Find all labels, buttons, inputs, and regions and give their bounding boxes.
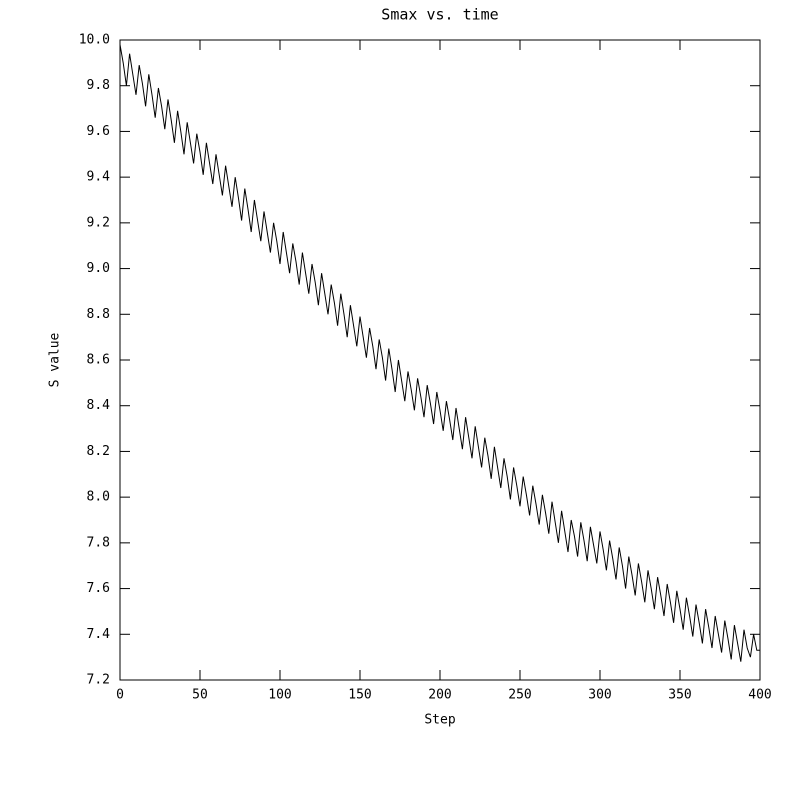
y-tick-label: 8.0 — [87, 490, 110, 505]
x-axis-label: Step — [424, 713, 455, 728]
y-axis-label: S value — [48, 332, 63, 387]
x-tick-label: 50 — [192, 688, 208, 703]
y-tick-label: 8.4 — [87, 398, 111, 413]
y-tick-label: 10.0 — [79, 33, 110, 48]
x-tick-label: 400 — [748, 688, 771, 703]
y-tick-label: 7.4 — [87, 627, 111, 642]
y-tick-label: 9.4 — [87, 170, 111, 185]
data-line — [119, 44, 760, 662]
x-tick-label: 150 — [348, 688, 371, 703]
y-tick-label: 8.2 — [87, 444, 110, 459]
x-tick-label: 350 — [668, 688, 691, 703]
y-tick-label: 9.0 — [87, 261, 110, 276]
y-tick-label: 7.2 — [87, 673, 110, 688]
chart-title: Smax vs. time — [381, 6, 498, 24]
y-tick-label: 8.6 — [87, 353, 110, 368]
x-tick-label: 300 — [588, 688, 611, 703]
x-tick-label: 100 — [268, 688, 291, 703]
y-tick-label: 9.2 — [87, 215, 110, 230]
y-tick-label: 7.8 — [87, 535, 110, 550]
y-tick-label: 9.6 — [87, 124, 110, 139]
y-tick-label: 9.8 — [87, 78, 110, 93]
plot-frame — [119, 39, 761, 681]
y-tick-label: 7.6 — [87, 581, 110, 596]
x-tick-label: 250 — [508, 688, 531, 703]
x-tick-label: 200 — [428, 688, 451, 703]
x-tick-label: 0 — [116, 688, 124, 703]
y-tick-label: 8.8 — [87, 307, 110, 322]
